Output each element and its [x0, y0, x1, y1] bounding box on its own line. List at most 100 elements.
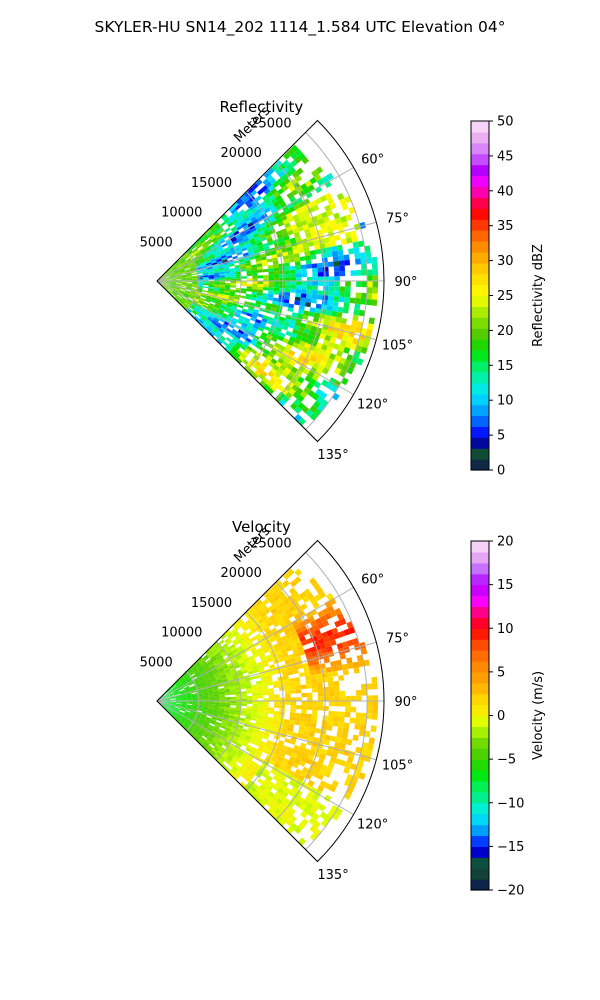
- velocity-range-bin: [195, 725, 201, 730]
- velocity-range-bin: [367, 701, 373, 708]
- velocity-range-bin: [246, 744, 253, 750]
- reflectivity-range-bin: [173, 269, 179, 273]
- velocity-range-bin: [181, 698, 187, 700]
- velocity-range-bin: [301, 701, 308, 706]
- velocity-range-bin: [235, 728, 242, 734]
- velocity-range-bin: [232, 660, 239, 665]
- reflectivity-range-bin: [218, 308, 225, 313]
- velocity-range-bin: [263, 627, 271, 634]
- velocity-range-bin: [197, 665, 203, 671]
- reflectivity-range-bin: [294, 148, 303, 157]
- velocity-range-bin: [199, 680, 205, 684]
- reflectivity-range-bin: [180, 298, 186, 303]
- reflectivity-range-bin: [297, 330, 304, 337]
- reflectivity-range-bin: [317, 364, 325, 373]
- colorbar-segment: [471, 153, 489, 166]
- velocity-range-bin: [209, 751, 215, 757]
- reflectivity-range-bin: [225, 305, 232, 310]
- velocity-range-bin: [278, 811, 286, 819]
- reflectivity-range-bin: [230, 272, 236, 275]
- reflectivity-range-bin: [222, 215, 229, 222]
- velocity-range-bin: [272, 720, 278, 726]
- reflectivity-range-bin: [235, 341, 243, 348]
- reflectivity-range-bin: [185, 257, 192, 262]
- reflectivity-range-bin: [275, 361, 282, 368]
- reflectivity-range-bin: [277, 198, 285, 205]
- velocity-range-bin: [278, 739, 285, 746]
- velocity-range-bin: [192, 704, 198, 706]
- velocity-range-bin: [274, 587, 282, 595]
- reflectivity-range-bin: [240, 194, 247, 201]
- velocity-range-bin: [214, 662, 221, 667]
- reflectivity-range-bin: [272, 191, 280, 198]
- velocity-range-bin: [250, 647, 257, 653]
- velocity-range-bin: [164, 695, 170, 698]
- velocity-range-bin: [207, 688, 214, 692]
- reflectivity-range-bin: [275, 204, 282, 211]
- reflectivity-range-bin: [216, 260, 223, 264]
- velocity-range-bin: [164, 703, 170, 707]
- velocity-range-bin: [167, 688, 172, 693]
- reflectivity-range-bin: [268, 284, 275, 288]
- reflectivity-range-bin: [214, 303, 221, 308]
- reflectivity-range-bin: [372, 287, 379, 294]
- velocity-range-bin: [213, 688, 219, 692]
- reflectivity-range-bin: [179, 269, 185, 273]
- reflectivity-range-bin: [268, 204, 276, 211]
- velocity-range-bin: [227, 651, 234, 657]
- velocity-range-bin: [180, 691, 186, 694]
- reflectivity-range-bin: [325, 246, 332, 253]
- reflectivity-range-bin: [277, 367, 284, 375]
- velocity-range-bin: [280, 648, 288, 654]
- reflectivity-range-bin: [305, 255, 312, 261]
- reflectivity-range-bin: [334, 271, 340, 277]
- reflectivity-range-bin: [163, 285, 168, 290]
- velocity-range-bin: [214, 745, 221, 751]
- velocity-range-bin: [224, 749, 231, 756]
- velocity-range-bin: [292, 669, 299, 675]
- reflectivity-range-bin: [334, 321, 341, 329]
- reflectivity-range-bin: [371, 262, 378, 270]
- reflectivity-range-bin: [290, 402, 298, 411]
- reflectivity-range-bin: [217, 294, 224, 299]
- velocity-range-bin: [171, 685, 177, 690]
- velocity-range-bin: [343, 722, 350, 729]
- velocity-range-bin: [200, 669, 206, 674]
- velocity-range-bin: [262, 707, 269, 711]
- reflectivity-range-bin: [224, 290, 230, 294]
- velocity-range-bin: [331, 780, 339, 788]
- velocity-range-bin: [218, 728, 225, 733]
- reflectivity-range-bin: [338, 296, 345, 303]
- reflectivity-range-bin: [186, 286, 192, 289]
- velocity-range-bin: [211, 740, 218, 746]
- colorbar-tick-label: 0: [497, 709, 505, 724]
- reflectivity-range-bin: [308, 311, 315, 317]
- reflectivity-range-bin: [293, 203, 301, 211]
- reflectivity-range-bin: [251, 267, 258, 271]
- reflectivity-range-bin: [188, 262, 194, 266]
- velocity-range-bin: [203, 703, 209, 706]
- velocity-range-bin: [222, 732, 229, 738]
- reflectivity-range-bin: [236, 357, 243, 364]
- velocity-range-bin: [308, 731, 315, 737]
- velocity-range-bin: [259, 743, 266, 749]
- azimuth-spoke: [156, 700, 354, 815]
- reflectivity-range-bin: [216, 258, 222, 263]
- reflectivity-range-bin: [334, 367, 342, 375]
- reflectivity-range-bin: [200, 249, 206, 254]
- reflectivity-range-bin: [365, 257, 372, 264]
- velocity-range-bin: [232, 675, 239, 680]
- velocity-range-bin: [183, 713, 189, 718]
- velocity-range-bin: [257, 701, 264, 705]
- reflectivity-range-bin: [190, 267, 196, 271]
- reflectivity-range-bin: [230, 274, 236, 278]
- reflectivity-range-bin: [228, 297, 235, 301]
- reflectivity-range-bin: [246, 193, 254, 200]
- velocity-range-bin: [186, 702, 193, 705]
- velocity-range-bin: [244, 737, 251, 743]
- reflectivity-range-bin: [164, 283, 170, 287]
- velocity-range-bin: [220, 674, 227, 679]
- velocity-range-bin: [179, 678, 185, 683]
- velocity-range-bin: [208, 693, 214, 696]
